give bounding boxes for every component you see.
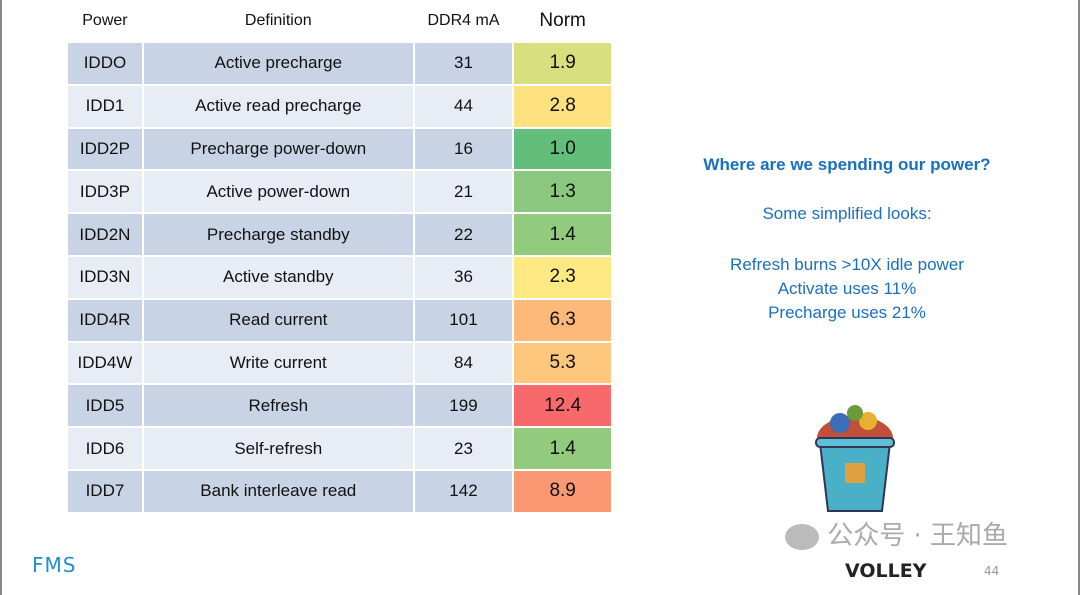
cell-ma: 199 xyxy=(412,383,515,429)
cell-power: IDD2N xyxy=(66,212,144,257)
cell-ma: 31 xyxy=(412,41,515,86)
cell-norm: 5.3 xyxy=(512,340,613,386)
cell-ma: 142 xyxy=(412,468,515,514)
watermark-text: 公众号 · 王知鱼 xyxy=(827,521,1009,551)
table-row: IDD7 Bank interleave read 142 8.9 xyxy=(66,468,613,514)
cell-norm: 2.3 xyxy=(512,254,613,300)
table-row: IDD2P Precharge power-down 16 1.0 xyxy=(66,126,613,172)
cell-ma: 16 xyxy=(412,126,515,172)
page-number: 44 xyxy=(984,564,1000,578)
cell-definition: Refresh xyxy=(141,383,415,429)
cell-power: IDD5 xyxy=(66,383,144,429)
idd-table: Power Definition DDR4 mA Norm IDDO Active… xyxy=(66,0,613,514)
cell-norm: 1.0 xyxy=(512,126,613,172)
header-definition: Definition xyxy=(244,11,312,29)
cell-definition: Self-refresh xyxy=(141,426,415,471)
cell-power: IDD6 xyxy=(66,426,144,471)
cell-ma: 101 xyxy=(412,297,515,343)
question: Where are we spending our power? xyxy=(703,155,991,174)
table-row: IDD3N Active standby 36 2.3 xyxy=(66,254,613,300)
cell-norm: 1.4 xyxy=(512,212,613,257)
cell-definition: Write current xyxy=(141,340,415,386)
cell-definition: Read current xyxy=(141,297,415,343)
point: Precharge uses 21% xyxy=(768,303,926,322)
cell-power: IDDO xyxy=(66,41,144,86)
table-row: IDD4W Write current 84 5.3 xyxy=(66,340,613,386)
cell-ma: 84 xyxy=(412,340,515,386)
cell-power: IDD1 xyxy=(66,83,144,129)
cell-power: IDD7 xyxy=(66,468,144,514)
table-row: IDD1 Active read precharge 44 2.8 xyxy=(66,83,613,129)
table-row: IDD5 Refresh 199 12.4 xyxy=(66,383,613,429)
cell-definition: Active read precharge xyxy=(141,83,415,129)
cell-norm: 6.3 xyxy=(512,297,613,343)
cell-ma: 22 xyxy=(412,212,515,257)
cell-power: IDD3P xyxy=(66,169,144,215)
volley-logo: VOLLEY xyxy=(845,560,927,582)
point: Activate uses 11% xyxy=(777,279,917,298)
subtitle: Some simplified looks: xyxy=(762,204,932,223)
cell-power: IDD4R xyxy=(66,297,144,343)
header-power: Power xyxy=(82,11,128,29)
point: Refresh burns >10X idle power xyxy=(730,255,964,274)
cell-norm: 1.4 xyxy=(512,426,613,471)
table-row: IDD4R Read current 101 6.3 xyxy=(66,297,613,343)
cell-definition: Active precharge xyxy=(141,41,415,86)
cell-definition: Precharge power-down xyxy=(141,126,415,172)
table-row: IDD3P Active power-down 21 1.3 xyxy=(66,169,613,215)
cell-norm: 1.9 xyxy=(512,41,613,86)
cell-ma: 44 xyxy=(412,83,515,129)
cell-norm: 12.4 xyxy=(512,383,613,429)
trash-can-image xyxy=(810,393,900,518)
wechat-icon xyxy=(785,523,819,550)
cell-norm: 2.8 xyxy=(512,83,613,129)
cell-definition: Precharge standby xyxy=(141,212,415,257)
fms-logo: FMS xyxy=(32,553,77,577)
cell-norm: 8.9 xyxy=(512,468,613,514)
cell-norm: 1.3 xyxy=(512,169,613,215)
watermark: 公众号 · 王知鱼 xyxy=(785,520,1008,552)
cell-definition: Bank interleave read xyxy=(141,468,415,514)
cell-ma: 23 xyxy=(412,426,515,471)
table-row: IDD6 Self-refresh 23 1.4 xyxy=(66,426,613,471)
cell-power: IDD3N xyxy=(66,254,144,300)
header-ma: DDR4 mA xyxy=(427,11,500,29)
cell-definition: Active power-down xyxy=(141,169,415,215)
cell-ma: 36 xyxy=(412,254,515,300)
header-norm: Norm xyxy=(539,9,586,31)
table-row: IDDO Active precharge 31 1.9 xyxy=(66,41,613,86)
cell-ma: 21 xyxy=(412,169,515,215)
table-row: IDD2N Precharge standby 22 1.4 xyxy=(66,212,613,257)
points: Refresh burns >10X idle power Activate u… xyxy=(652,253,1042,325)
cell-power: IDD2P xyxy=(66,126,144,172)
cell-definition: Active standby xyxy=(141,254,415,300)
cell-power: IDD4W xyxy=(66,340,144,386)
